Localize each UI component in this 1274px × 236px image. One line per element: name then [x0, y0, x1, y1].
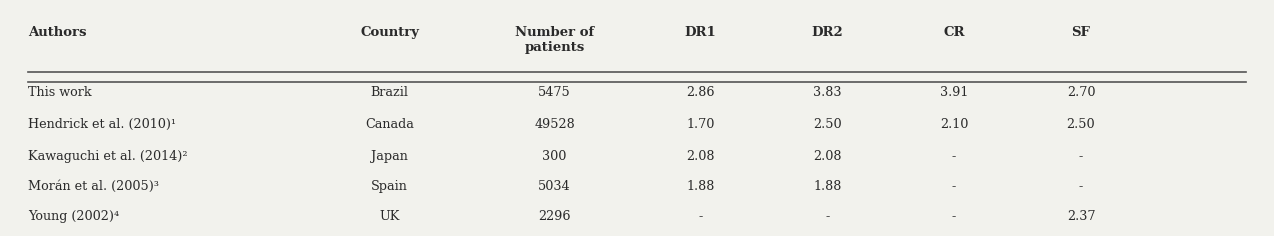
Text: -: -	[1079, 150, 1083, 163]
Text: 2.37: 2.37	[1066, 210, 1096, 223]
Text: 300: 300	[543, 150, 567, 163]
Text: 2.08: 2.08	[813, 150, 842, 163]
Text: 1.88: 1.88	[687, 180, 715, 193]
Text: 49528: 49528	[534, 118, 575, 131]
Text: Kawaguchi et al. (2014)²: Kawaguchi et al. (2014)²	[28, 150, 187, 163]
Text: 2.50: 2.50	[813, 118, 842, 131]
Text: 2.08: 2.08	[687, 150, 715, 163]
Text: 3.91: 3.91	[940, 86, 968, 99]
Text: UK: UK	[380, 210, 400, 223]
Text: Hendrick et al. (2010)¹: Hendrick et al. (2010)¹	[28, 118, 176, 131]
Text: SF: SF	[1071, 26, 1091, 39]
Text: 2.86: 2.86	[687, 86, 715, 99]
Text: DR2: DR2	[812, 26, 843, 39]
Text: -: -	[698, 210, 702, 223]
Text: -: -	[952, 180, 957, 193]
Text: 5034: 5034	[538, 180, 571, 193]
Text: 1.70: 1.70	[687, 118, 715, 131]
Text: DR1: DR1	[684, 26, 716, 39]
Text: -: -	[952, 150, 957, 163]
Text: Canada: Canada	[366, 118, 414, 131]
Text: Country: Country	[361, 26, 419, 39]
Text: Authors: Authors	[28, 26, 87, 39]
Text: Spain: Spain	[371, 180, 408, 193]
Text: Young (2002)⁴: Young (2002)⁴	[28, 210, 120, 223]
Text: Morán et al. (2005)³: Morán et al. (2005)³	[28, 180, 159, 193]
Text: 2296: 2296	[539, 210, 571, 223]
Text: 2.50: 2.50	[1066, 118, 1096, 131]
Text: CR: CR	[943, 26, 964, 39]
Text: 3.83: 3.83	[813, 86, 842, 99]
Text: -: -	[826, 210, 829, 223]
Text: -: -	[952, 210, 957, 223]
Text: 5475: 5475	[538, 86, 571, 99]
Text: 2.10: 2.10	[940, 118, 968, 131]
Text: This work: This work	[28, 86, 92, 99]
Text: Brazil: Brazil	[371, 86, 409, 99]
Text: Japan: Japan	[371, 150, 408, 163]
Text: 1.88: 1.88	[813, 180, 841, 193]
Text: Number of
patients: Number of patients	[515, 26, 594, 54]
Text: -: -	[1079, 180, 1083, 193]
Text: 2.70: 2.70	[1066, 86, 1096, 99]
